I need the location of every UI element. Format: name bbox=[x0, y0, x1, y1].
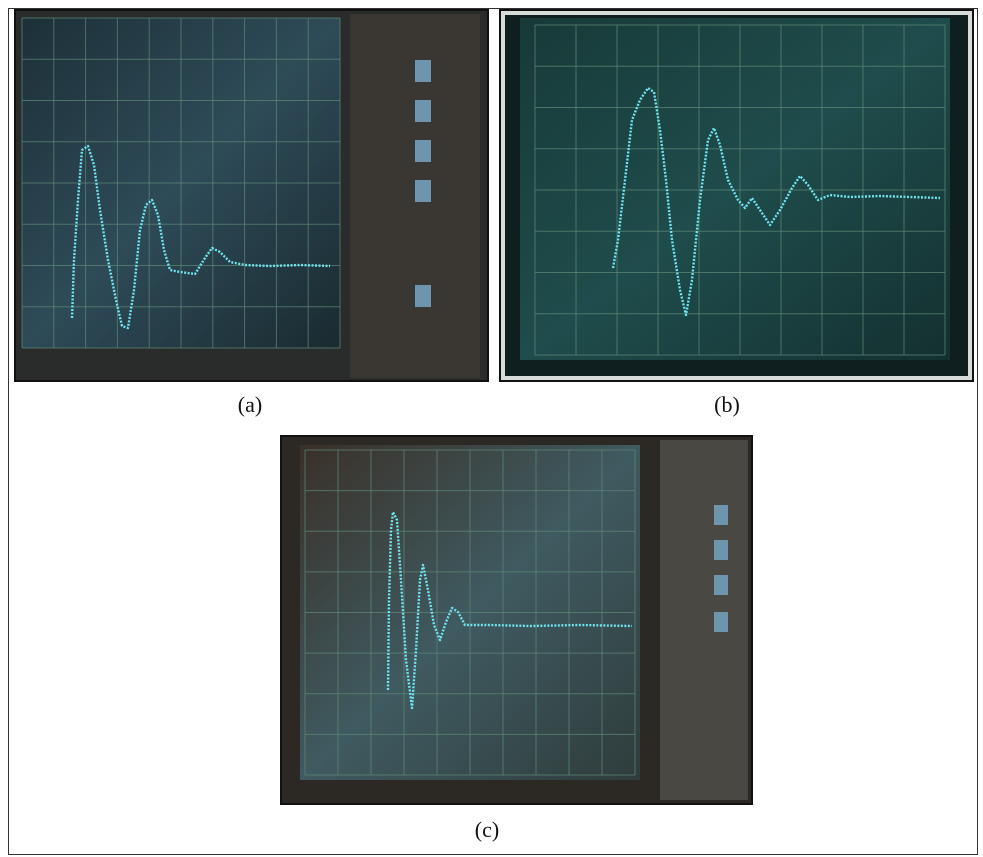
panel-label: (c) bbox=[475, 817, 499, 842]
photo-c bbox=[280, 435, 753, 805]
panel-label: (a) bbox=[238, 392, 262, 417]
screen-grid bbox=[534, 24, 946, 356]
photo-a bbox=[14, 9, 489, 382]
panel-label: (b) bbox=[714, 392, 740, 417]
outer-border bbox=[8, 8, 978, 855]
screen-grid bbox=[304, 449, 636, 776]
photo-b bbox=[499, 9, 974, 382]
